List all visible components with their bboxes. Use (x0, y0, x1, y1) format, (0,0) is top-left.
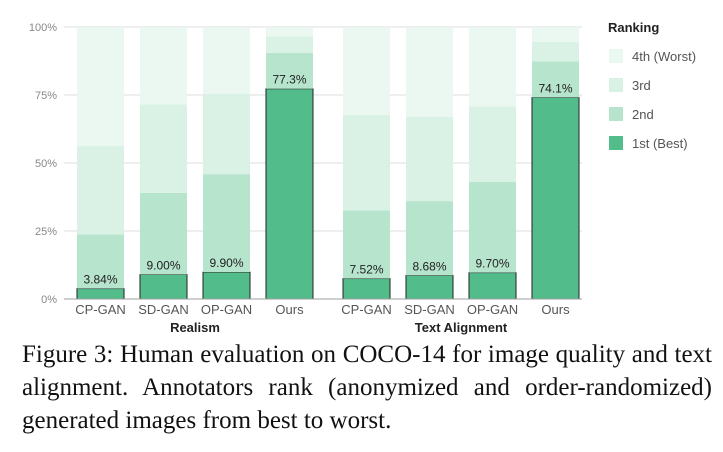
data-label: 77.3% (272, 73, 306, 87)
data-label: 9.00% (146, 259, 180, 273)
legend-entry: 2nd (632, 107, 654, 122)
figure-caption: Figure 3: Human evaluation on COCO-14 fo… (22, 341, 712, 434)
bar-segment-3 (266, 36, 313, 53)
x-tick-label: SD-GAN (138, 302, 189, 317)
bar-segment-3 (77, 146, 124, 235)
axes: 0% 25% 50% 75% 100% CP-GAN SD-GAN OP-GAN Ours Rea… (29, 22, 582, 335)
bar-segment-1 (139, 274, 188, 300)
bar-segment-1 (265, 88, 314, 300)
bar-segment-2 (140, 192, 187, 275)
legend-swatch (609, 78, 623, 92)
legend-swatch (609, 107, 623, 121)
bar-segment-1 (202, 271, 251, 300)
bar-segment-3 (140, 104, 187, 193)
x-tick-label: CP-GAN (341, 302, 392, 317)
legend-title: Ranking (608, 20, 659, 35)
data-label: 7.52% (349, 263, 383, 277)
x-tick-label: OP-GAN (467, 302, 518, 317)
bar-segment-3 (532, 41, 579, 62)
bar-segment-4 (266, 27, 313, 37)
bar-segment-4 (343, 27, 390, 115)
x-tick-label: Ours (541, 302, 570, 317)
legend: Ranking 4th (Worst) 3rd 2nd 1st (Best) (608, 20, 696, 151)
bar-segment-2 (406, 201, 453, 276)
data-label: 8.68% (412, 259, 446, 273)
bars (76, 27, 580, 300)
bar-segment-3 (406, 116, 453, 202)
y-tick-label: 25% (35, 226, 57, 238)
stacked-bar-chart: 3.84% 9.00% 9.90% 77.3% 7.52% 8.68% 9.70% 74.1%… (29, 20, 696, 335)
bar-segment-3 (343, 114, 390, 211)
x-tick-label: OP-GAN (201, 302, 252, 317)
legend-entry: 4th (Worst) (632, 49, 696, 64)
x-tick-label: CP-GAN (75, 302, 126, 317)
bar-segment-1 (468, 272, 517, 300)
bar-segment-3 (203, 93, 250, 175)
bar-segment-1 (342, 278, 391, 300)
data-label: 9.70% (475, 257, 509, 271)
bar-segment-2 (469, 182, 516, 273)
bar-segment-4 (469, 27, 516, 107)
bar-segment-2 (532, 61, 579, 98)
group-label: Realism (170, 320, 220, 335)
bar-segment-1 (405, 274, 454, 300)
x-tick-label: SD-GAN (404, 302, 455, 317)
legend-swatch (609, 49, 623, 63)
bar-segment-4 (532, 27, 579, 42)
bar-segment-4 (203, 27, 250, 94)
bar-segment-2 (343, 210, 390, 279)
x-tick-label: Ours (275, 302, 304, 317)
y-tick-label: 75% (35, 90, 57, 102)
legend-swatch (609, 136, 623, 150)
data-label: 9.90% (209, 256, 243, 270)
y-tick-label: 100% (29, 22, 57, 34)
data-label: 3.84% (83, 273, 117, 287)
bar-segment-2 (266, 52, 313, 89)
bar-segment-2 (203, 174, 250, 273)
group-label: Text Alignment (415, 320, 508, 335)
bar-segment-3 (469, 106, 516, 183)
bar-segment-1 (531, 96, 580, 300)
y-tick-label: 50% (35, 158, 57, 170)
data-labels: 3.84% 9.00% 9.90% 77.3% 7.52% 8.68% 9.70% 74.1% (83, 73, 572, 287)
bar-segment-4 (406, 27, 453, 117)
bar-segment-4 (77, 27, 124, 147)
legend-entry: 1st (Best) (632, 136, 688, 151)
data-label: 74.1% (538, 81, 572, 95)
bar-segment-2 (77, 234, 124, 289)
bar-segment-4 (140, 27, 187, 105)
legend-entry: 3rd (632, 78, 651, 93)
y-tick-label: 0% (41, 294, 57, 306)
bar-segment-1 (76, 288, 125, 300)
